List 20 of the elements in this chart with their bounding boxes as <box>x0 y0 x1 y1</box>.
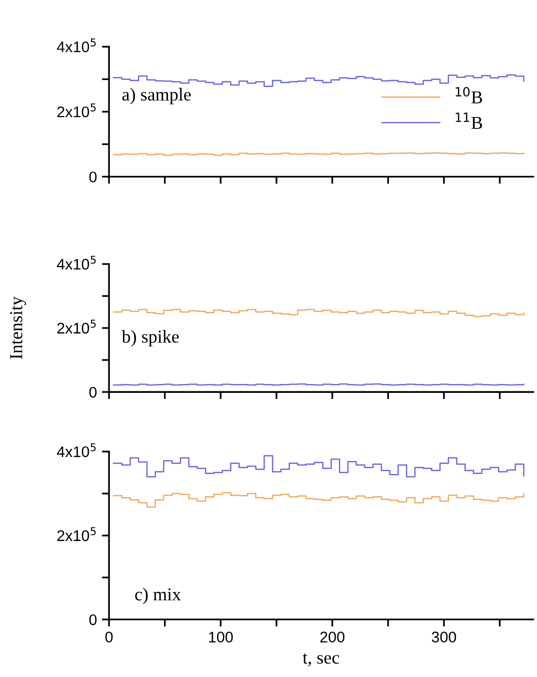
x-axis-title: t, sec <box>302 653 340 666</box>
x-tick-label: 100 <box>209 632 233 642</box>
legend-label: $^{10}$B <box>456 86 482 104</box>
annotation: c) mix <box>135 588 181 604</box>
y-tick-label: 2x10$^{5}$ <box>57 527 96 542</box>
x-tick-label: 300 <box>432 632 456 642</box>
y-tick-label: 4x10$^{5}$ <box>56 443 96 458</box>
annotation: a) sample <box>122 88 191 104</box>
annotation: b) spike <box>122 330 179 346</box>
y-tick-label: 2x10$^{5}$ <box>57 320 96 334</box>
x-tick-label: 0 <box>105 632 113 642</box>
y-tick-label: 0 <box>89 386 97 398</box>
y-tick-label: 4x10$^{5}$ <box>56 38 96 52</box>
y-tick-label: 2x10$^{5}$ <box>57 103 96 118</box>
y-tick-label: 4x10$^{5}$ <box>56 256 96 270</box>
y-axis-title: Intensity <box>10 296 26 359</box>
y-tick-label: 0 <box>89 172 97 182</box>
y-tick-label: 0 <box>89 614 97 626</box>
x-tick-label: 200 <box>320 632 344 642</box>
legend-label: $^{11}$B <box>456 112 482 129</box>
